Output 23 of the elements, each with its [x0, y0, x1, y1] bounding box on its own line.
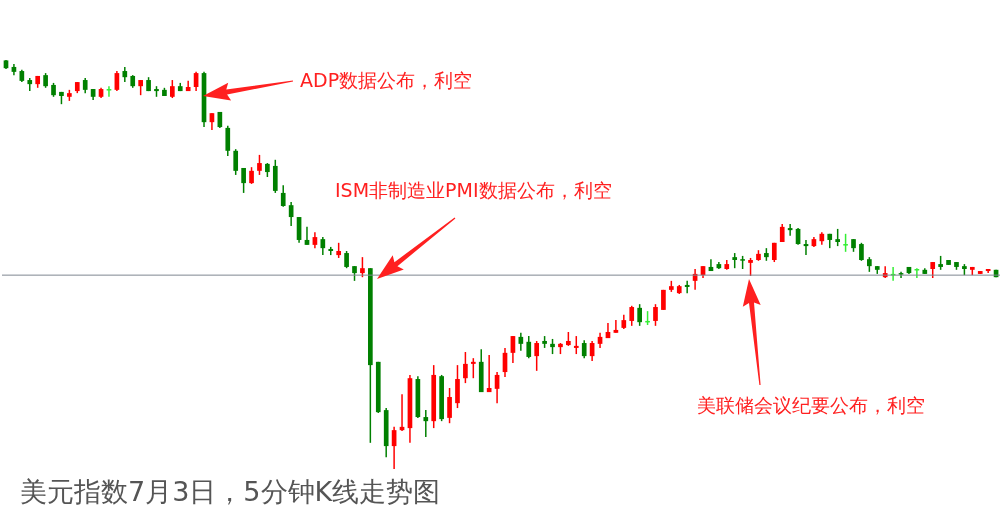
candlestick [470, 357, 476, 379]
annotation: ADP数据公布，利空 [300, 68, 473, 92]
candlestick [637, 303, 642, 327]
text: 美元指数7月3日，5分钟K线走势图 [20, 475, 441, 509]
candlestick [534, 340, 540, 372]
candlestick [629, 305, 635, 327]
candlestick [526, 335, 532, 359]
candlestick [106, 85, 112, 98]
candlestick [27, 77, 33, 92]
candlestick [360, 256, 365, 278]
candlestick [225, 125, 231, 157]
annotation: ISM非制造业PMI数据公布，利空 [335, 178, 612, 202]
annotation: 美联储会议纪要公布，利空 [697, 393, 925, 417]
candlestick [280, 184, 286, 208]
candlestick [241, 167, 246, 194]
candlestick [613, 319, 619, 334]
candlestick [684, 280, 690, 294]
candlestick [423, 409, 429, 438]
candlestick [463, 351, 468, 384]
candlestick [653, 303, 658, 327]
candlestick [233, 148, 239, 176]
candlestick [447, 387, 452, 424]
candlestick [257, 154, 262, 176]
